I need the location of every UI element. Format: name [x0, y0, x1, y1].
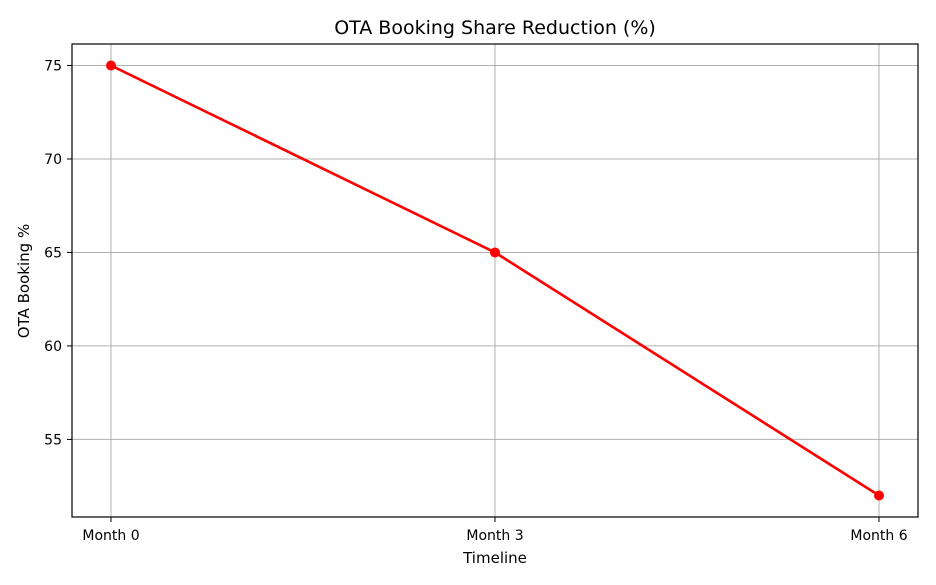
- axis-ticks: Month 0 Month 3 Month 6 55 60 65 70 75: [44, 59, 908, 545]
- data-point: [490, 247, 500, 258]
- x-axis-label: Timeline: [462, 549, 527, 567]
- y-tick-label: 75: [44, 59, 62, 75]
- x-tick-label: Month 3: [466, 528, 523, 544]
- data-point: [874, 490, 884, 501]
- y-tick-label: 60: [44, 339, 62, 355]
- y-tick-label: 55: [44, 432, 62, 448]
- x-tick-label: Month 6: [850, 528, 907, 544]
- grid: [72, 44, 918, 517]
- y-tick-label: 70: [44, 152, 62, 168]
- chart-title: OTA Booking Share Reduction (%): [334, 17, 656, 39]
- y-axis-label: OTA Booking %: [15, 224, 33, 338]
- x-tick-label: Month 0: [82, 528, 139, 544]
- data-point: [106, 60, 116, 71]
- data-series: [106, 60, 884, 501]
- y-tick-label: 65: [44, 245, 62, 261]
